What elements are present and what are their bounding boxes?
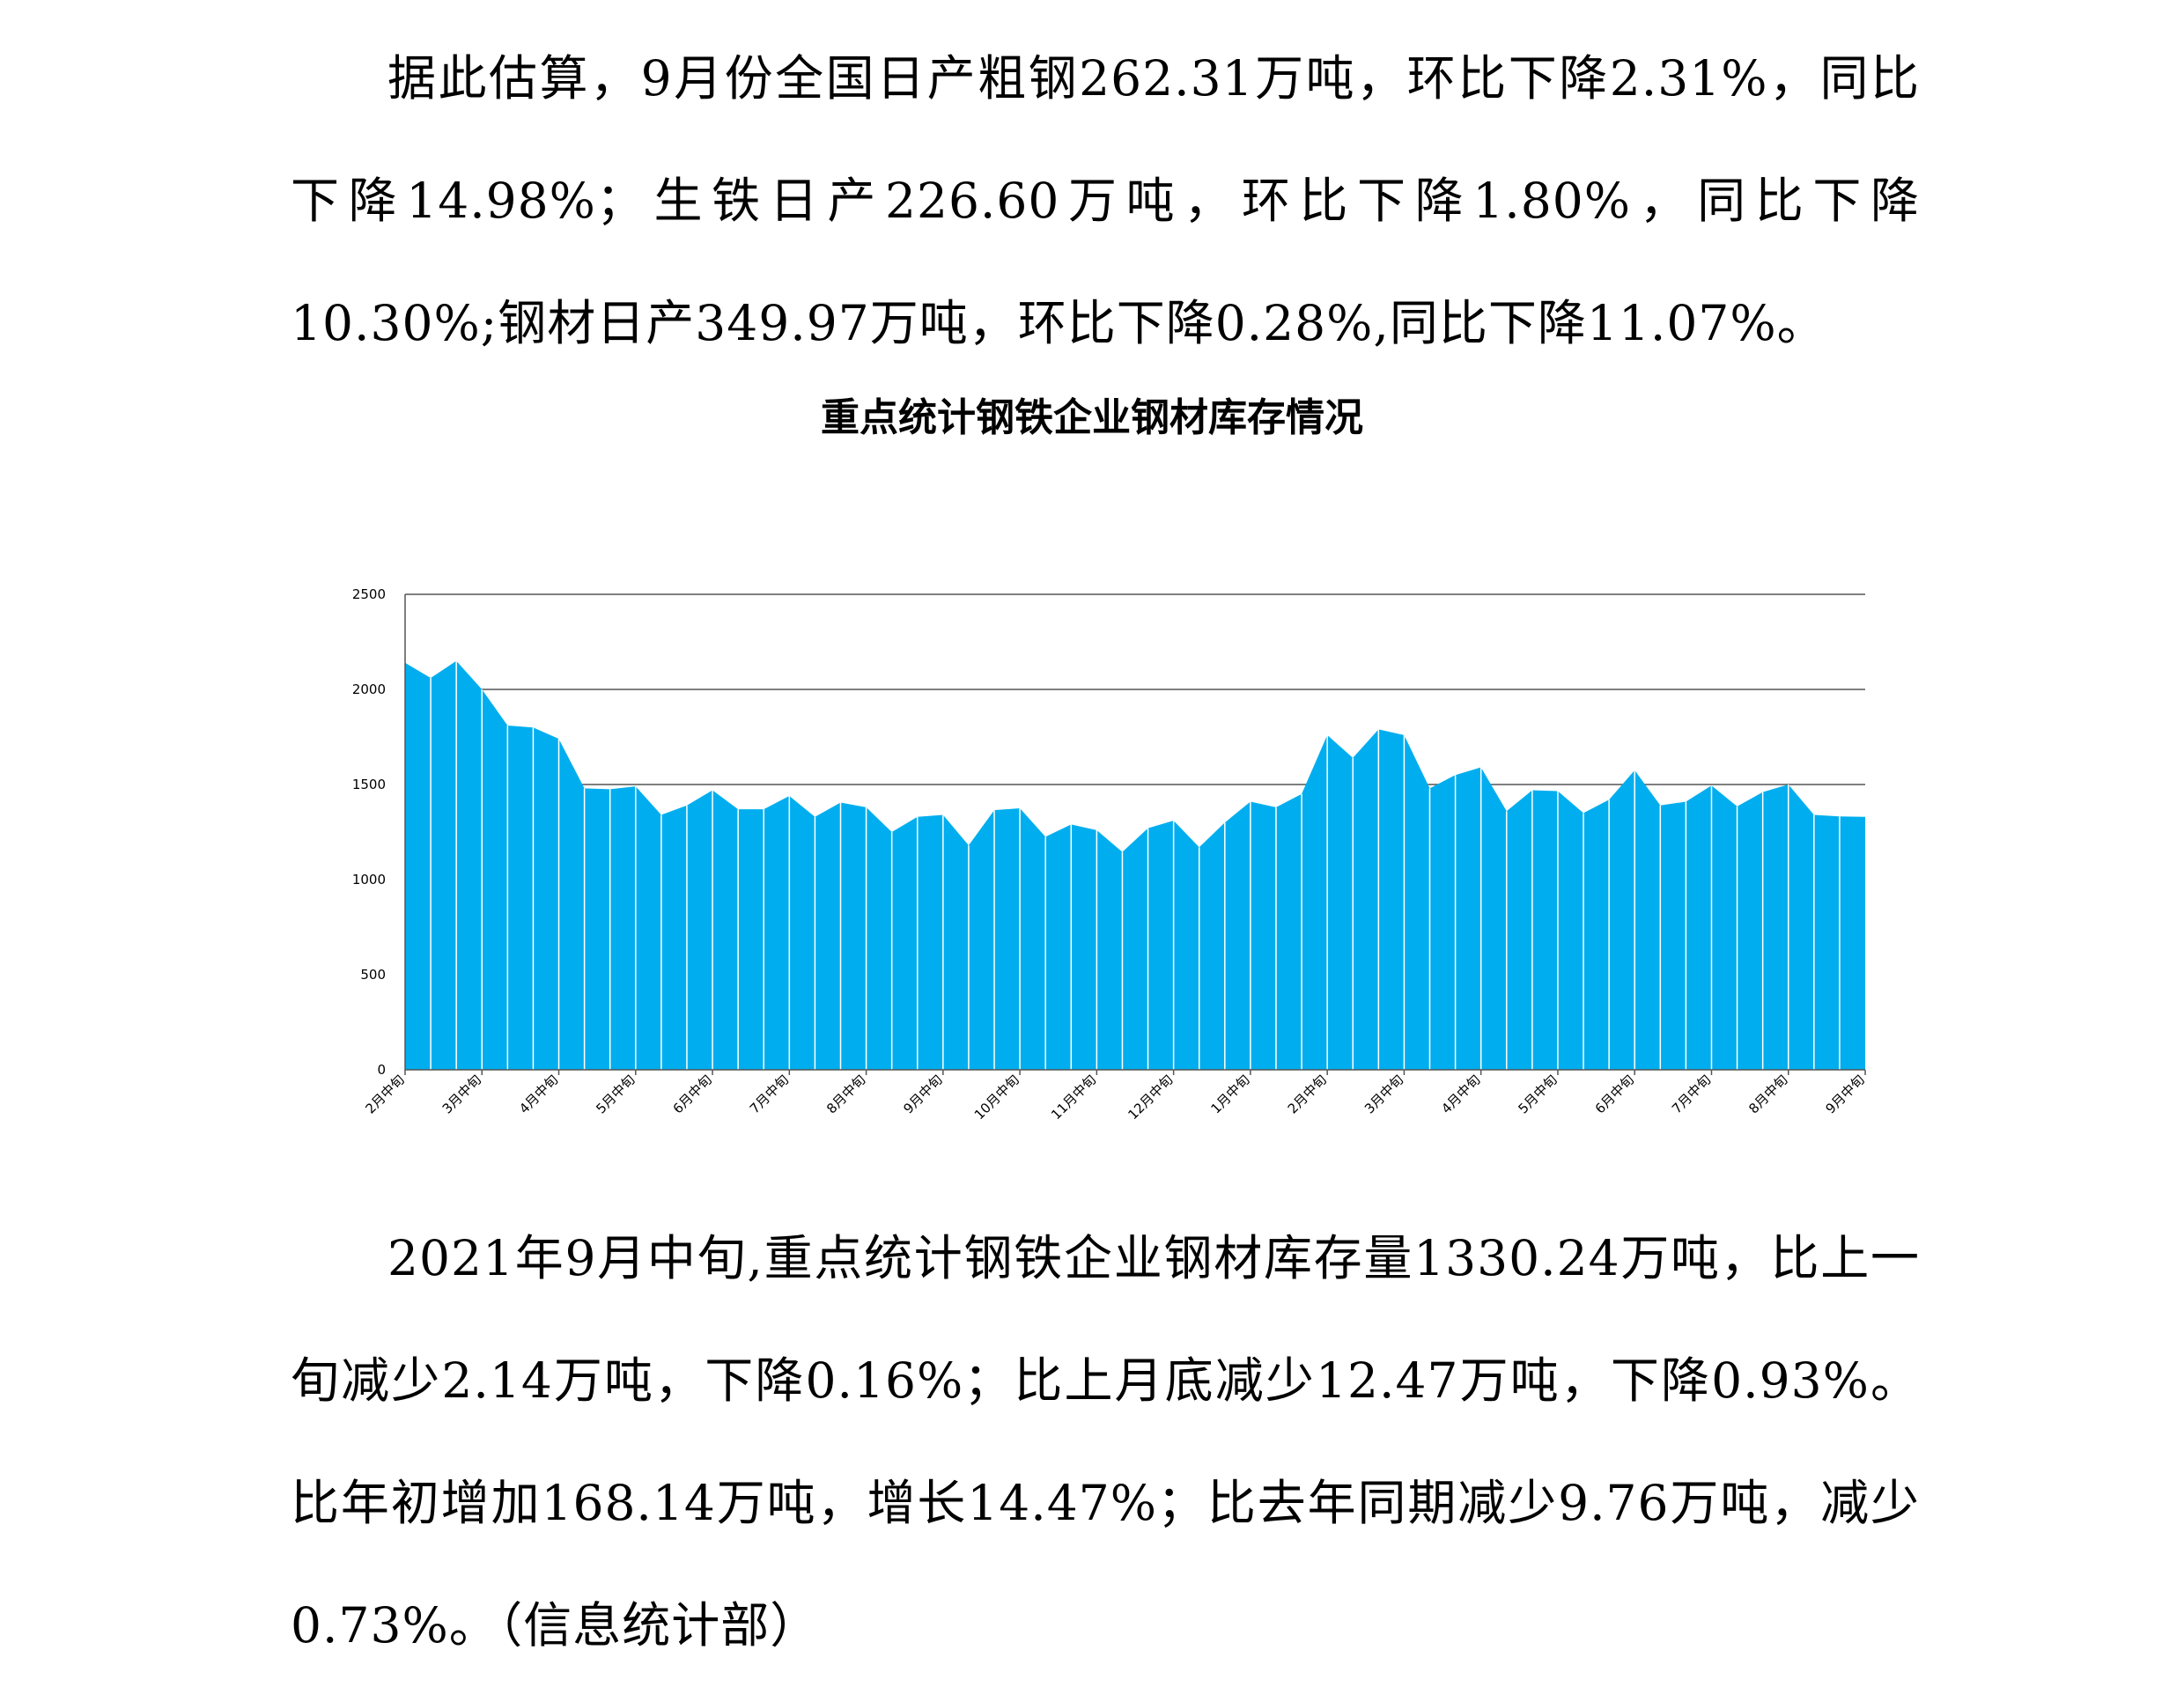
x-tick-label: 6月中旬 bbox=[670, 1072, 715, 1116]
paragraph-production: 据此估算，9月份全国日产粗钢262.31万吨，环比下降2.31%，同比下降14.… bbox=[291, 50, 1920, 351]
y-tick-label: 500 bbox=[360, 967, 386, 983]
x-tick-label: 8月中旬 bbox=[1745, 1072, 1790, 1116]
x-tick-label: 11月中旬 bbox=[1048, 1072, 1099, 1123]
x-tick-label: 1月中旬 bbox=[1207, 1072, 1252, 1116]
y-tick-label: 1500 bbox=[352, 777, 386, 792]
y-tick-label: 0 bbox=[377, 1062, 386, 1078]
x-tick-label: 6月中旬 bbox=[1592, 1072, 1637, 1116]
x-tick-label: 2月中旬 bbox=[363, 1072, 408, 1116]
y-tick-label: 2000 bbox=[352, 681, 386, 697]
x-tick-label: 4月中旬 bbox=[516, 1072, 561, 1116]
inventory-chart: 0 500 1000 1500 2000 2500 2月中旬 3月中旬 4月中旬 5月中旬 6月中旬… bbox=[335, 564, 1920, 1180]
x-tick-label: 3月中旬 bbox=[1361, 1072, 1406, 1116]
inventory-area-series bbox=[405, 660, 1865, 1070]
x-tick-label: 4月中旬 bbox=[1438, 1072, 1483, 1116]
x-tick-label: 5月中旬 bbox=[593, 1072, 638, 1116]
x-tick-label: 2月中旬 bbox=[1285, 1072, 1330, 1116]
x-tick-label: 7月中旬 bbox=[1669, 1072, 1714, 1116]
chart-title: 重点统计钢铁企业钢材库存情况 bbox=[821, 395, 1363, 440]
x-tick-label: 3月中旬 bbox=[439, 1072, 484, 1116]
inventory-area-chart: 0 500 1000 1500 2000 2500 2月中旬 3月中旬 4月中旬 5月中旬 6月中旬… bbox=[352, 586, 1868, 1123]
paragraph-inventory: 2021年9月中旬,重点统计钢铁企业钢材库存量1330.24万吨，比上一旬减少2… bbox=[291, 1230, 1920, 1654]
y-tick-label: 2500 bbox=[352, 586, 386, 602]
x-tick-label: 7月中旬 bbox=[747, 1072, 792, 1116]
y-tick-label: 1000 bbox=[352, 872, 386, 888]
x-tick-label: 10月中旬 bbox=[971, 1072, 1022, 1123]
x-tick-label: 8月中旬 bbox=[823, 1072, 868, 1116]
x-tick-label: 9月中旬 bbox=[1823, 1072, 1868, 1116]
x-tick-label: 12月中旬 bbox=[1125, 1072, 1176, 1123]
x-tick-label: 5月中旬 bbox=[1515, 1072, 1560, 1116]
x-tick-label: 9月中旬 bbox=[900, 1072, 945, 1116]
